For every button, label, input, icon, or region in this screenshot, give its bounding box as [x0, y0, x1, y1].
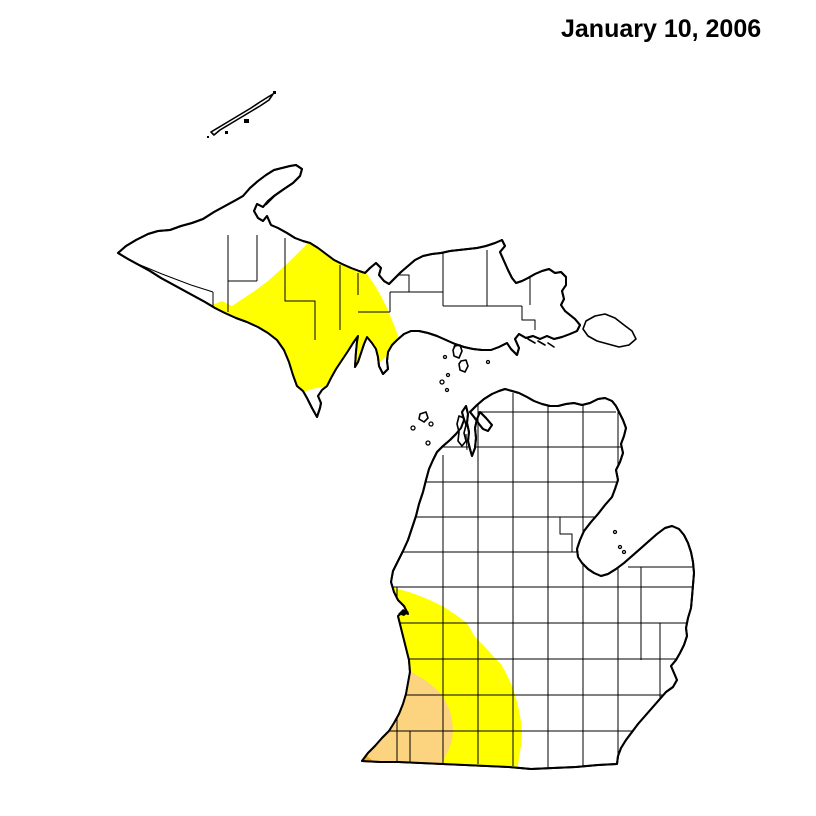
state-outline-restroke: [117, 164, 695, 770]
charity-island: [617, 544, 623, 550]
fox-island: [445, 372, 451, 378]
charity-island: [621, 549, 627, 555]
upper-peninsula-border: [117, 164, 581, 418]
county-lines-upper: [132, 235, 536, 340]
straits-islet: [444, 387, 450, 393]
bois-blanc-island: [452, 344, 463, 359]
charity-island: [612, 529, 618, 535]
small-island: [410, 425, 416, 431]
straits-islet: [442, 354, 448, 360]
date-title: January 10, 2006: [561, 15, 762, 43]
bois-blanc-island: [458, 359, 469, 373]
fox-island: [439, 379, 445, 385]
straits-islet: [485, 359, 491, 365]
lower-peninsula-border: [361, 388, 695, 770]
old-mission-peninsula: [465, 433, 468, 451]
isle-royale-island: [210, 93, 274, 136]
isle-royale-islet: [244, 119, 249, 123]
garden-island: [428, 421, 434, 427]
drummond-island: [582, 313, 637, 348]
isle-royale-islet: [225, 131, 228, 134]
manitou-island: [425, 440, 431, 446]
les-cheneaux-islands: [527, 338, 555, 348]
islands: [207, 91, 637, 555]
state-landmass: [117, 164, 695, 770]
high-island: [418, 411, 429, 423]
isle-royale-islet: [207, 136, 209, 138]
isle-royale-islet: [273, 91, 276, 94]
